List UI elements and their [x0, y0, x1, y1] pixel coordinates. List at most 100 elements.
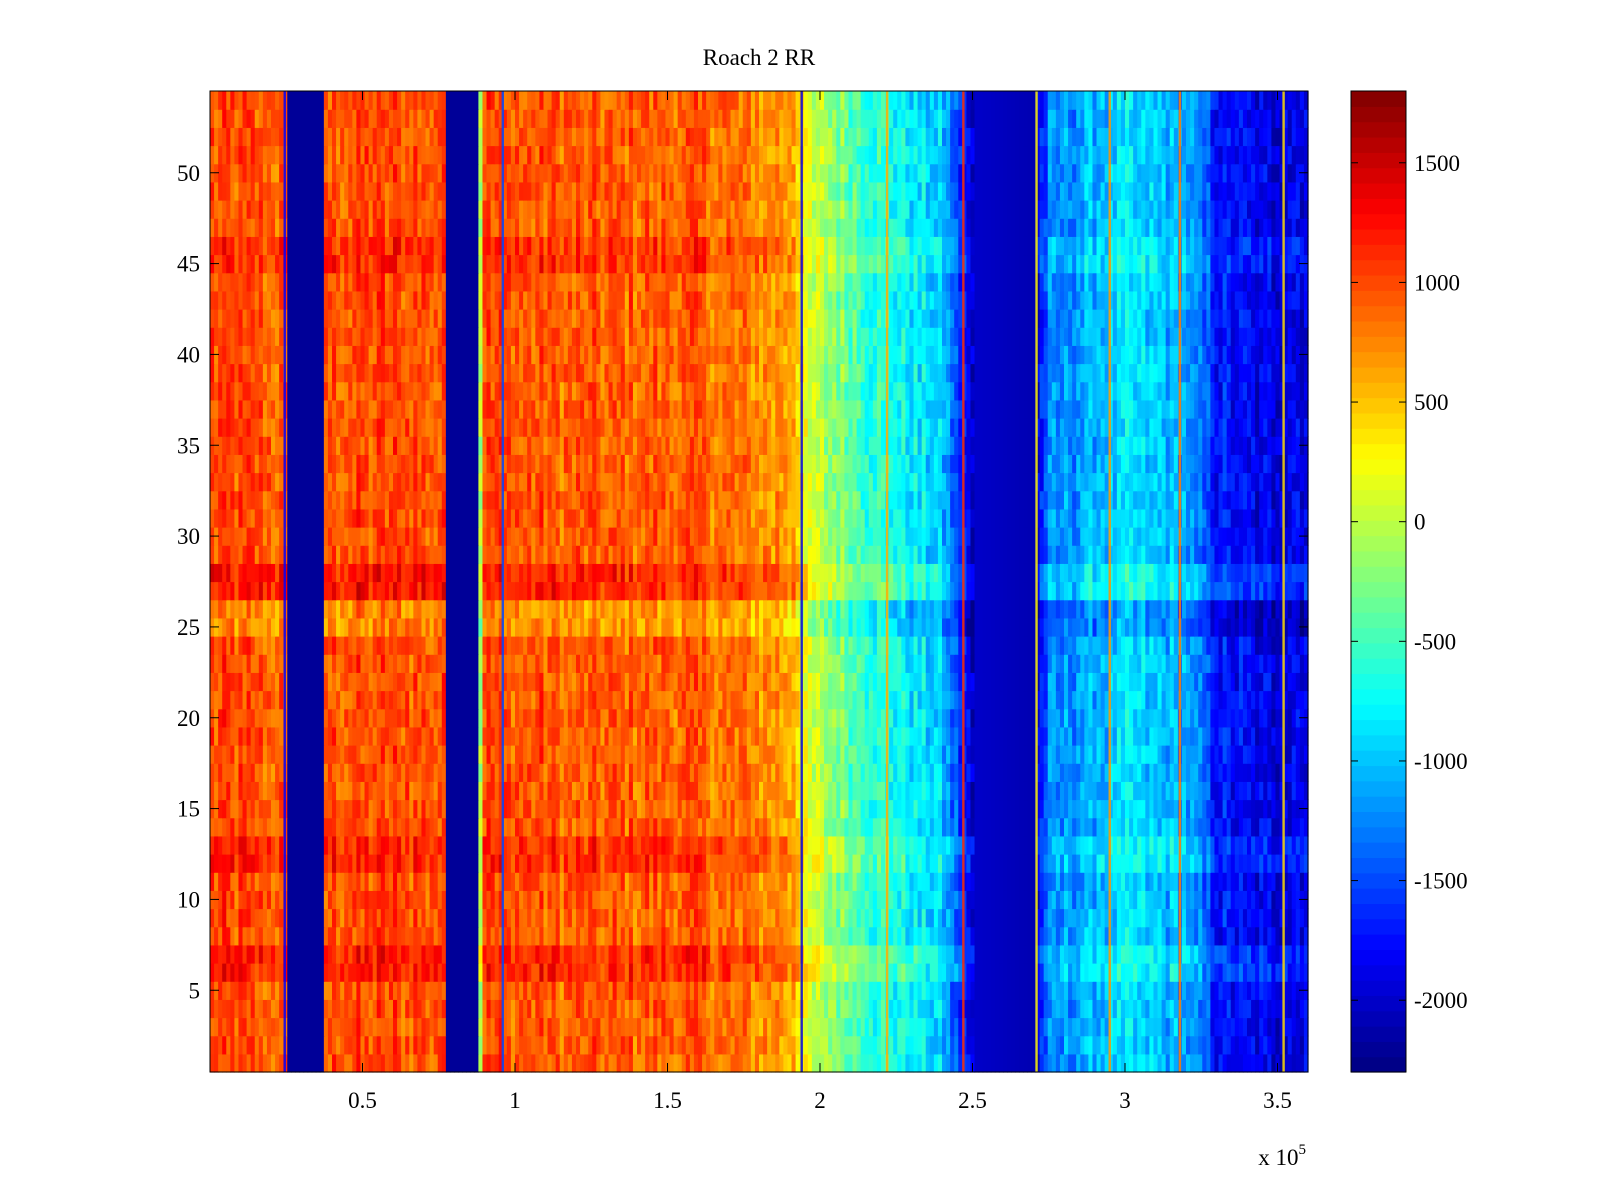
heatmap-cell: [547, 890, 553, 910]
heatmap-cell: [348, 781, 353, 801]
heatmap-cell: [754, 872, 760, 891]
heatmap-cell: [210, 999, 215, 1019]
heatmap-cell: [746, 799, 752, 819]
heatmap-cell: [596, 999, 601, 1019]
heatmap-cell: [913, 981, 919, 1000]
heatmap-cell: [791, 1017, 797, 1037]
heatmap-cell: [982, 781, 988, 801]
heatmap-cell: [462, 763, 467, 782]
heatmap-cell: [571, 1053, 577, 1073]
heatmap-cell: [608, 872, 614, 891]
heatmap-cell: [1194, 763, 1199, 782]
heatmap-cell: [750, 799, 756, 819]
heatmap-cell: [254, 981, 260, 1000]
heatmap-cell: [1157, 908, 1163, 928]
heatmap-cell: [405, 872, 410, 891]
heatmap-cell: [734, 745, 740, 764]
heatmap-cell: [519, 799, 524, 819]
heatmap-cell: [803, 1035, 809, 1055]
heatmap-cell: [250, 726, 256, 746]
heatmap-cell: [604, 981, 610, 1000]
heatmap-cell: [1023, 944, 1028, 964]
heatmap-cell: [929, 1053, 935, 1073]
heatmap-cell: [1214, 817, 1220, 837]
heatmap-cell: [510, 781, 516, 801]
heatmap-cell: [950, 926, 955, 946]
heatmap-cell: [388, 781, 394, 801]
heatmap-cell: [458, 1053, 463, 1073]
heatmap-cell: [832, 963, 837, 982]
heatmap-cell: [1145, 745, 1150, 764]
heatmap-cell: [319, 1035, 325, 1055]
heatmap-cell: [1129, 890, 1134, 910]
heatmap-cell: [1100, 1035, 1106, 1055]
heatmap-cell: [1218, 890, 1224, 910]
heatmap-cell: [897, 745, 902, 764]
heatmap-cell: [673, 726, 679, 746]
heatmap-cell: [706, 799, 711, 819]
heatmap-cell: [1271, 817, 1277, 837]
heatmap-cell: [547, 854, 553, 873]
heatmap-cell: [982, 872, 988, 891]
heatmap-cell: [966, 1035, 972, 1055]
heatmap-cell: [372, 799, 378, 819]
heatmap-cell: [1291, 817, 1297, 837]
heatmap-cell: [1234, 835, 1240, 855]
heatmap-cell: [246, 817, 252, 837]
heatmap-cell: [1190, 890, 1195, 910]
heatmap-cell: [1247, 926, 1252, 946]
heatmap-cell: [539, 963, 545, 982]
heatmap-cell: [637, 854, 642, 873]
heatmap-cell: [1120, 781, 1126, 801]
heatmap-cell: [1125, 926, 1130, 946]
heatmap-cell: [1226, 1053, 1232, 1073]
heatmap-cell: [844, 944, 850, 964]
heatmap-cell: [913, 890, 919, 910]
heatmap-cell: [620, 781, 626, 801]
heatmap-cell: [1173, 963, 1179, 982]
heatmap-cell: [795, 1035, 801, 1055]
heatmap-cell: [734, 1053, 740, 1073]
heatmap-cell: [429, 799, 435, 819]
heatmap-cell: [368, 726, 374, 746]
heatmap-cell: [791, 944, 797, 964]
heatmap-cell: [515, 890, 520, 910]
heatmap-cell: [1068, 926, 1073, 946]
heatmap-cell: [356, 817, 362, 837]
heatmap-cell: [1084, 745, 1089, 764]
heatmap-cell: [584, 872, 589, 891]
heatmap-cell: [531, 854, 536, 873]
heatmap-cell: [1186, 1035, 1191, 1055]
heatmap-cell: [226, 854, 231, 873]
heatmap-cell: [864, 854, 870, 873]
heatmap-cell: [1043, 999, 1049, 1019]
heatmap-cell: [876, 781, 882, 801]
heatmap-cell: [653, 799, 658, 819]
heatmap-cell: [820, 944, 825, 964]
heatmap-cell: [1080, 981, 1085, 1000]
heatmap-cell: [954, 981, 959, 1000]
heatmap-cell: [1055, 763, 1061, 782]
heatmap-cell: [238, 745, 244, 764]
heatmap-cell: [1275, 872, 1281, 891]
heatmap-cell: [409, 726, 414, 746]
heatmap-cell: [1084, 854, 1089, 873]
heatmap-cell: [653, 835, 658, 855]
heatmap-cell: [462, 944, 467, 964]
heatmap-cell: [1133, 745, 1138, 764]
heatmap-cell: [783, 944, 789, 964]
heatmap-cell: [250, 817, 256, 837]
heatmap-cell: [527, 835, 532, 855]
heatmap-cell: [1190, 872, 1195, 891]
heatmap-cell: [519, 908, 524, 928]
heatmap-cell: [454, 854, 459, 873]
heatmap-cell: [543, 781, 549, 801]
heatmap-cell: [828, 981, 833, 1000]
heatmap-cell: [917, 872, 923, 891]
heatmap-cell: [1104, 999, 1110, 1019]
heatmap-cell: [486, 890, 492, 910]
heatmap-cell: [535, 890, 540, 910]
heatmap-cell: [1251, 944, 1256, 964]
heatmap-cell: [1072, 1035, 1077, 1055]
heatmap-cell: [1214, 963, 1220, 982]
